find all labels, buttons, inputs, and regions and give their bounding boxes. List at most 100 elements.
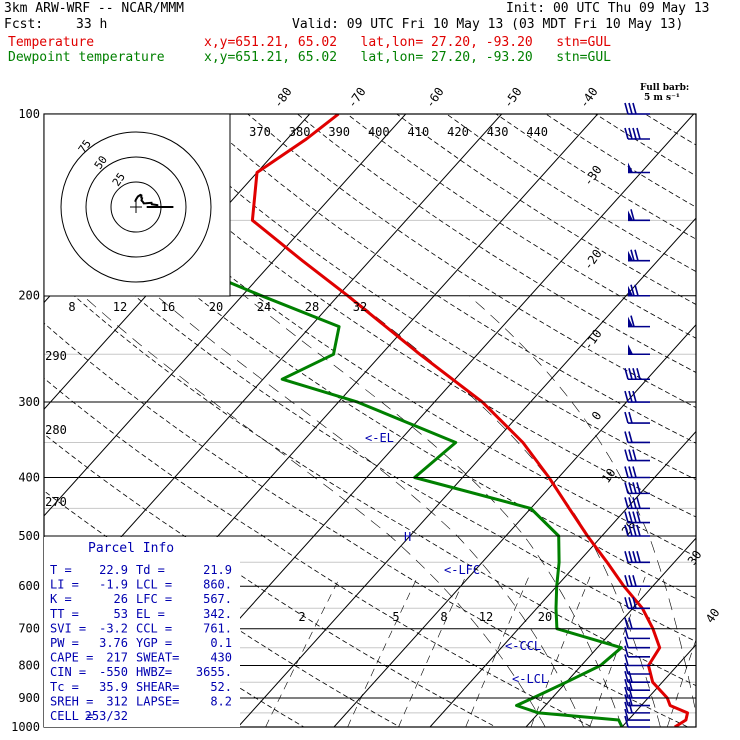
hodograph-speed-label: 20 (209, 300, 223, 314)
model-title: 3km ARW-WRF -- NCAR/MMM (4, 1, 185, 16)
mixing-ratio-line (530, 576, 591, 727)
parcel-info-value: -3.2 (99, 621, 128, 635)
wind-barb (624, 368, 650, 381)
mixing-ratio-label: 5 (392, 610, 399, 624)
hodograph-trace (134, 193, 174, 208)
parcel-info-value: -550 (99, 665, 128, 679)
pressure-tick-label: 500 (18, 529, 40, 543)
parcel-info-value: 3655. (196, 665, 232, 679)
parcel-info-value: 26 (114, 592, 128, 606)
isotherm-label-right: 30 (685, 548, 705, 568)
hodograph-ring (85, 156, 187, 258)
moist-adiabat (82, 295, 546, 727)
dry-adiabat (44, 433, 497, 727)
isotherm (621, 644, 696, 727)
dry-adiabat (44, 322, 689, 727)
parcel-info-value: 761. (203, 621, 232, 635)
wind-barb (624, 654, 650, 667)
isotherm-label-top: -70 (345, 85, 369, 111)
pressure-tick-label: 300 (18, 395, 40, 409)
isotherm-label-right: 10 (599, 466, 619, 486)
isotherm-label-right: -10 (581, 327, 605, 353)
level-annotation: <-LCL (512, 672, 548, 686)
barb-legend-unit: 5 m s⁻¹ (644, 93, 680, 103)
theta-label: 380 (289, 125, 311, 139)
isotherm-label-right: 0 (589, 409, 605, 423)
temperature-location: x,y=651.21, 65.02 lat,lon= 27.20, -93.20… (204, 35, 611, 50)
parcel-info-value: 21.9 (203, 563, 232, 577)
parcel-info-value: 52. (210, 680, 232, 694)
wind-barb (628, 249, 650, 262)
theta-label: 400 (368, 125, 390, 139)
mixing-ratio-line (667, 638, 696, 727)
wind-barb (624, 678, 650, 692)
pressure-tick-label: 200 (18, 289, 40, 303)
wind-barb (624, 431, 650, 444)
wind-barb (624, 701, 650, 714)
wind-barb (624, 551, 650, 564)
isotherm (44, 114, 407, 517)
theta-label-left: 290 (45, 349, 67, 363)
parcel-info-value: CELL = (50, 709, 93, 723)
wind-barb (624, 411, 650, 424)
parcel-info-value: EL = (136, 607, 165, 621)
theta-label: 370 (249, 125, 271, 139)
wind-barb (624, 127, 650, 140)
wind-barb (624, 686, 650, 699)
pressure-tick-label: 400 (18, 470, 40, 484)
parcel-info-value: LFC = (136, 592, 172, 606)
pressure-tick-label: 900 (18, 691, 40, 705)
wind-barb (624, 482, 650, 495)
parcel-info-value: LCL = (136, 578, 172, 592)
wind-barb (624, 627, 650, 640)
wind-barb (624, 511, 650, 524)
pressure-tick-label: 1000 (11, 720, 40, 734)
parcel-info-value: LAPSE= (136, 694, 179, 708)
parcel-info-value: Tc = (50, 680, 79, 694)
hodograph-speed-label: 8 (68, 300, 75, 314)
isotherm-label-top: -40 (577, 85, 601, 111)
hodograph-ring-label: 75 (76, 137, 94, 155)
dry-adiabat (44, 268, 696, 687)
parcel-info-value: 860. (203, 578, 232, 592)
parcel-info-value: 35.9 (99, 680, 128, 694)
wind-barb (624, 497, 650, 510)
isotherm (429, 430, 696, 727)
wind-barb (628, 315, 650, 328)
parcel-info-value: SHEAR= (136, 680, 179, 694)
hodograph-speed-label: 24 (257, 300, 271, 314)
hodograph-speed-label: 16 (161, 300, 175, 314)
parcel-info-value: CAPE = (50, 651, 93, 665)
init-time: Init: 00 UTC Thu 09 May 13 (506, 1, 710, 16)
theta-label: 440 (526, 125, 548, 139)
mixing-ratio-line (398, 576, 466, 727)
dewpoint-location: x,y=651.21, 65.02 lat,lon= 27.20, -93.20… (204, 50, 611, 65)
pressure-tick-label: 100 (18, 107, 40, 121)
pressure-tick-label: 800 (18, 659, 40, 673)
wind-barb (624, 662, 650, 675)
mixing-ratio-label: 2 (298, 610, 305, 624)
dry-adiabat (48, 114, 696, 558)
level-annotation: <-LFC (444, 563, 480, 577)
isotherm-label-top: -60 (423, 85, 447, 111)
wind-barb (624, 575, 650, 588)
isotherm-label-top: -50 (501, 85, 525, 111)
wind-barb (624, 524, 650, 537)
dewpoint-legend: Dewpoint temperature (8, 50, 165, 65)
isotherm-label-right: -20 (581, 247, 605, 273)
hodograph-speed-label: 28 (305, 300, 319, 314)
isotherm-label-top: -80 (271, 85, 295, 111)
parcel-info-value: PW = (50, 636, 79, 650)
hodograph-box (43, 113, 231, 297)
wind-barb (624, 645, 650, 658)
isotherm (333, 324, 696, 727)
temperature-legend: Temperature (8, 35, 95, 50)
level-annotation: <-CCL (505, 639, 541, 653)
wind-barb (628, 162, 650, 174)
mixing-ratio-label: 20 (538, 610, 552, 624)
barb-legend-title: Full barb: (640, 83, 690, 93)
isotherm (525, 537, 696, 727)
parcel-info-value: SREH = (50, 694, 93, 708)
dry-adiabat (98, 114, 696, 518)
parcel-info-value: 3.76 (99, 636, 128, 650)
